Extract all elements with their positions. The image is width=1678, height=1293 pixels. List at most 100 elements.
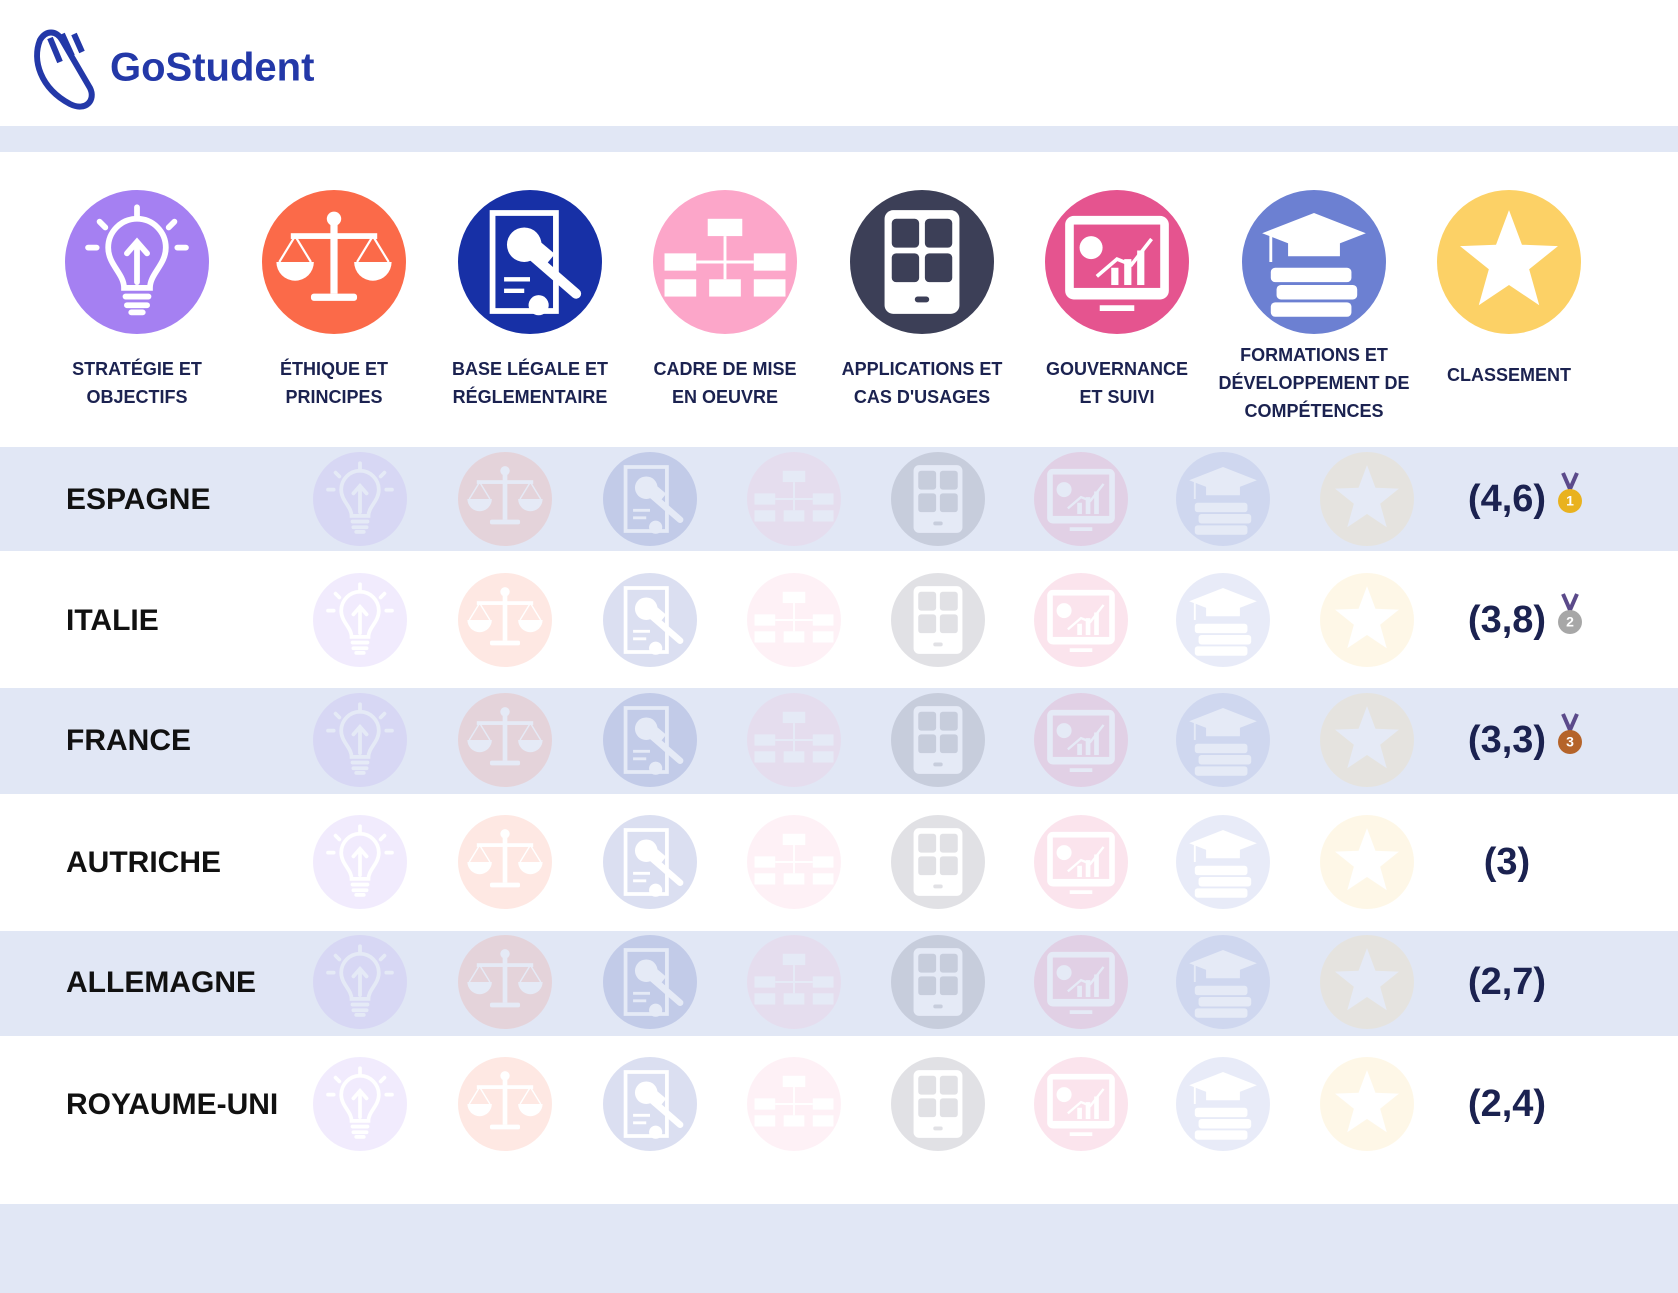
- icon: [1176, 935, 1270, 1029]
- icon-faded: [313, 815, 407, 909]
- icon-faded: [1320, 935, 1414, 1029]
- column-label: GOUVERNANCE: [1046, 359, 1188, 379]
- icon: [65, 190, 209, 334]
- medal-label: 2: [1566, 614, 1574, 630]
- icon: [458, 1057, 552, 1151]
- icon-faded: [891, 693, 985, 787]
- icon: [653, 190, 797, 334]
- bottom-band: [0, 1204, 1678, 1293]
- score: (3,8): [1468, 599, 1546, 641]
- icon-faded: [1034, 452, 1128, 546]
- icon: [1176, 815, 1270, 909]
- logo-mark: [34, 29, 95, 110]
- column-label: DÉVELOPPEMENT DE: [1218, 372, 1409, 393]
- icon: [1034, 815, 1128, 909]
- icon-faded: [747, 573, 841, 667]
- icon: [1034, 573, 1128, 667]
- icon: [1176, 1057, 1270, 1151]
- icon: [850, 190, 994, 334]
- icon-faded: [603, 1057, 697, 1151]
- icon: [747, 693, 841, 787]
- icon: [747, 935, 841, 1029]
- column-label: PRINCIPES: [285, 387, 382, 407]
- country: AUTRICHE: [66, 846, 221, 879]
- icon-faded: [1176, 573, 1270, 667]
- icon-faded: [1034, 1057, 1128, 1151]
- column-label: APPLICATIONS ET: [842, 359, 1003, 379]
- icon: [1437, 190, 1581, 334]
- icon-faded: [891, 1057, 985, 1151]
- icon: [603, 693, 697, 787]
- medal-disc: [1558, 489, 1582, 513]
- column-label: CADRE DE MISE: [653, 359, 796, 379]
- icon: [1034, 1057, 1128, 1151]
- icon: [458, 693, 552, 787]
- icon: [313, 815, 407, 909]
- icon: [262, 190, 406, 334]
- icon: [603, 1057, 697, 1151]
- medal: 1: [1558, 472, 1582, 513]
- icon-glyph: [65, 190, 209, 334]
- score: (3,3): [1468, 719, 1546, 761]
- icon: [747, 573, 841, 667]
- icon-faded: [458, 1057, 552, 1151]
- icon: [458, 573, 552, 667]
- icon: [747, 452, 841, 546]
- column-label: STRATÉGIE ET: [72, 358, 202, 379]
- icon-faded: [747, 1057, 841, 1151]
- country: ROYAUME-UNI: [66, 1088, 278, 1121]
- icon: [891, 693, 985, 787]
- icon-faded: [891, 815, 985, 909]
- country: FRANCE: [66, 724, 191, 757]
- icon: [458, 935, 552, 1029]
- icon-faded: [891, 935, 985, 1029]
- icon: [313, 935, 407, 1029]
- icon-faded: [1176, 693, 1270, 787]
- icon: [313, 693, 407, 787]
- icon-faded: [1034, 693, 1128, 787]
- score: (2,7): [1468, 961, 1546, 1003]
- icon-glyph: [262, 190, 406, 334]
- icon: [1320, 815, 1414, 909]
- medal-disc: [1558, 610, 1582, 634]
- icon: [1320, 573, 1414, 667]
- icon-glyph: [850, 190, 994, 334]
- icon: [747, 815, 841, 909]
- icon: [1242, 190, 1386, 334]
- icon-faded: [1034, 573, 1128, 667]
- score: (2,4): [1468, 1083, 1546, 1125]
- icon-faded: [603, 573, 697, 667]
- column-label: ET SUIVI: [1079, 387, 1154, 407]
- icon-faded: [747, 452, 841, 546]
- icon: [1320, 1057, 1414, 1151]
- column-label: OBJECTIFS: [86, 387, 187, 407]
- column-label: FORMATIONS ET: [1240, 345, 1388, 365]
- icon-faded: [458, 452, 552, 546]
- column-label: RÉGLEMENTAIRE: [453, 386, 608, 407]
- icon: [458, 452, 552, 546]
- icon-faded: [747, 935, 841, 1029]
- icon: [313, 1057, 407, 1151]
- icon: [891, 935, 985, 1029]
- icon: [603, 815, 697, 909]
- icon: [1176, 693, 1270, 787]
- icon: [747, 1057, 841, 1151]
- icon-faded: [1176, 1057, 1270, 1151]
- icon: [891, 452, 985, 546]
- icon: [458, 815, 552, 909]
- icon: [313, 573, 407, 667]
- column-label: COMPÉTENCES: [1244, 400, 1383, 421]
- icon-glyph: [1437, 190, 1581, 334]
- icon-faded: [313, 693, 407, 787]
- column-label: CLASSEMENT: [1447, 365, 1571, 385]
- icon-faded: [603, 452, 697, 546]
- score: (3): [1484, 841, 1530, 883]
- icon-faded: [747, 693, 841, 787]
- icon-faded: [1034, 815, 1128, 909]
- column-label: ÉTHIQUE ET: [280, 358, 388, 379]
- icon-faded: [1320, 573, 1414, 667]
- icon: [1034, 693, 1128, 787]
- medal-ribbon: [1561, 593, 1579, 615]
